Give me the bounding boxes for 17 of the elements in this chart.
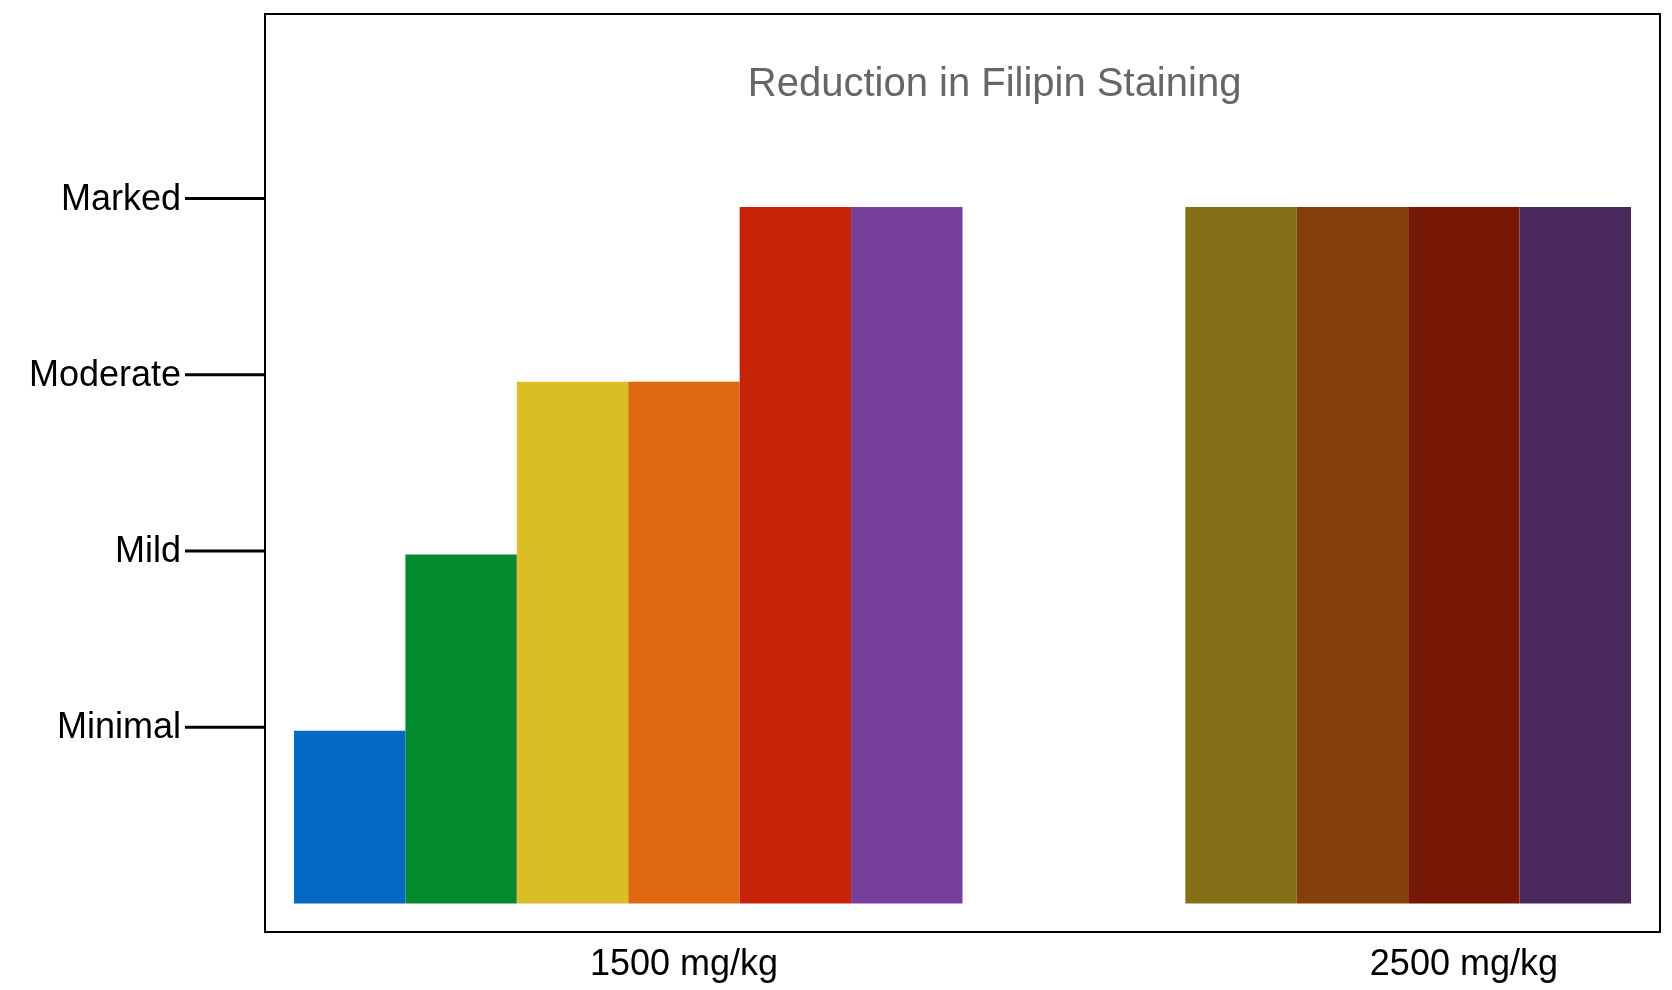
text: Mild [114, 529, 181, 571]
bar [739, 206, 852, 904]
text: Marked [60, 176, 181, 218]
x-tick-label: 2500 mg/kg [1369, 941, 1558, 983]
text: Moderate [28, 352, 181, 394]
bar [1296, 206, 1409, 904]
bar [1519, 206, 1632, 904]
bar [405, 554, 517, 904]
bar [851, 206, 963, 904]
bar [516, 381, 629, 904]
text: Minimal [56, 705, 181, 747]
bar [293, 730, 406, 904]
bar [1408, 206, 1520, 904]
bar [628, 381, 740, 904]
chart-title: Reduction in Filipin Staining [747, 60, 1242, 104]
x-tick-label: 1500 mg/kg [589, 941, 779, 983]
bar [1185, 206, 1297, 904]
